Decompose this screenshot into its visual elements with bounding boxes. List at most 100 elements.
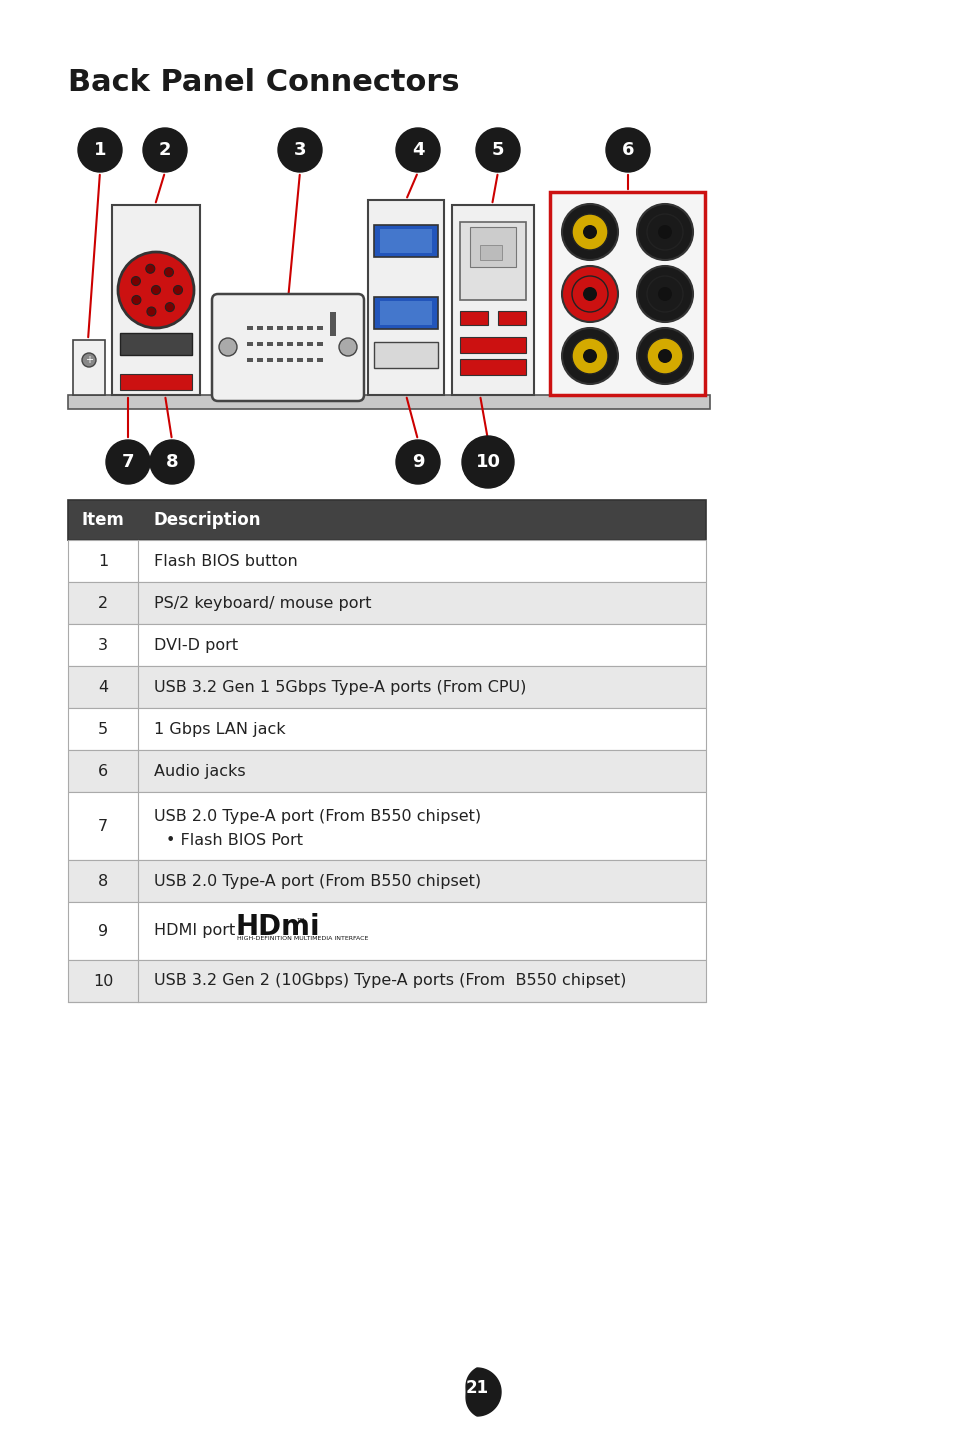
Bar <box>112 205 200 395</box>
Text: PS/2 keyboard/ mouse port: PS/2 keyboard/ mouse port <box>153 596 371 610</box>
Bar <box>307 358 313 362</box>
Text: 2: 2 <box>98 596 108 610</box>
Circle shape <box>132 295 141 305</box>
Bar <box>276 326 283 329</box>
Bar <box>330 312 335 337</box>
Circle shape <box>637 266 692 322</box>
Circle shape <box>637 203 692 261</box>
Bar <box>379 301 432 325</box>
Bar <box>296 326 303 329</box>
Circle shape <box>152 285 160 295</box>
Text: 9: 9 <box>98 924 108 938</box>
Circle shape <box>147 306 155 316</box>
Circle shape <box>572 276 607 312</box>
Bar <box>73 339 105 395</box>
Bar <box>316 342 323 347</box>
Bar <box>247 326 253 329</box>
Bar <box>68 902 705 959</box>
Bar <box>307 342 313 347</box>
Text: 4: 4 <box>412 140 424 159</box>
Circle shape <box>132 276 140 285</box>
Circle shape <box>165 302 174 312</box>
Circle shape <box>118 252 193 328</box>
Text: 3: 3 <box>98 637 108 653</box>
Circle shape <box>173 285 182 295</box>
Bar <box>368 200 443 395</box>
Circle shape <box>277 127 322 172</box>
Text: 3: 3 <box>294 140 306 159</box>
Bar <box>68 500 705 540</box>
Text: 8: 8 <box>98 874 108 888</box>
Bar <box>256 326 263 329</box>
Bar <box>296 358 303 362</box>
Bar <box>247 358 253 362</box>
Bar <box>68 707 705 750</box>
Bar <box>316 358 323 362</box>
Circle shape <box>143 127 187 172</box>
Bar <box>459 222 525 299</box>
Bar <box>247 342 253 347</box>
Text: 4: 4 <box>98 680 108 695</box>
Bar <box>459 337 525 354</box>
Text: Audio jacks: Audio jacks <box>153 763 245 779</box>
Circle shape <box>219 338 236 357</box>
Circle shape <box>572 338 607 374</box>
Text: USB 2.0 Type-A port (From B550 chipset): USB 2.0 Type-A port (From B550 chipset) <box>153 809 480 823</box>
Bar <box>296 342 303 347</box>
Text: • Flash BIOS Port: • Flash BIOS Port <box>166 832 303 848</box>
Bar <box>497 311 525 325</box>
Text: HDmi: HDmi <box>235 914 320 941</box>
Circle shape <box>658 225 671 239</box>
Text: 7: 7 <box>122 453 134 471</box>
Bar <box>120 374 192 390</box>
Text: 5: 5 <box>491 140 504 159</box>
Bar <box>479 245 501 261</box>
Circle shape <box>150 440 193 484</box>
Circle shape <box>582 286 597 301</box>
Text: HIGH-DEFINITION MULTIMEDIA INTERFACE: HIGH-DEFINITION MULTIMEDIA INTERFACE <box>236 935 368 941</box>
Text: Description: Description <box>153 511 261 528</box>
Text: ™: ™ <box>295 916 305 927</box>
Text: 1 Gbps LAN jack: 1 Gbps LAN jack <box>153 722 285 736</box>
Circle shape <box>561 266 618 322</box>
Bar <box>374 225 437 256</box>
Text: USB 2.0 Type-A port (From B550 chipset): USB 2.0 Type-A port (From B550 chipset) <box>153 874 480 888</box>
Bar <box>316 326 323 329</box>
Text: HDMI port: HDMI port <box>153 924 240 938</box>
Circle shape <box>561 328 618 384</box>
Bar <box>68 750 705 792</box>
Text: 21: 21 <box>465 1379 488 1398</box>
Text: Item: Item <box>81 511 124 528</box>
Circle shape <box>82 354 96 367</box>
Circle shape <box>658 286 671 301</box>
Circle shape <box>572 213 607 251</box>
Text: DVI-D port: DVI-D port <box>153 637 238 653</box>
Circle shape <box>338 338 356 357</box>
Bar <box>68 792 705 861</box>
Circle shape <box>646 276 682 312</box>
Bar <box>120 334 192 355</box>
Bar <box>68 395 709 410</box>
Text: 8: 8 <box>166 453 178 471</box>
Polygon shape <box>466 1368 500 1416</box>
Bar <box>256 342 263 347</box>
Bar <box>267 326 273 329</box>
Circle shape <box>146 265 154 274</box>
Circle shape <box>106 440 150 484</box>
Circle shape <box>646 213 682 251</box>
Text: 6: 6 <box>98 763 108 779</box>
Bar <box>276 342 283 347</box>
FancyBboxPatch shape <box>212 294 364 401</box>
Text: Flash BIOS button: Flash BIOS button <box>153 554 297 569</box>
Circle shape <box>637 328 692 384</box>
Text: 10: 10 <box>92 974 113 988</box>
Text: 6: 6 <box>621 140 634 159</box>
Bar <box>267 358 273 362</box>
Bar <box>256 358 263 362</box>
Text: 9: 9 <box>412 453 424 471</box>
Circle shape <box>582 225 597 239</box>
Bar <box>307 326 313 329</box>
Text: USB 3.2 Gen 1 5Gbps Type-A ports (From CPU): USB 3.2 Gen 1 5Gbps Type-A ports (From C… <box>153 680 526 695</box>
Text: 7: 7 <box>98 819 108 833</box>
Bar <box>68 861 705 902</box>
